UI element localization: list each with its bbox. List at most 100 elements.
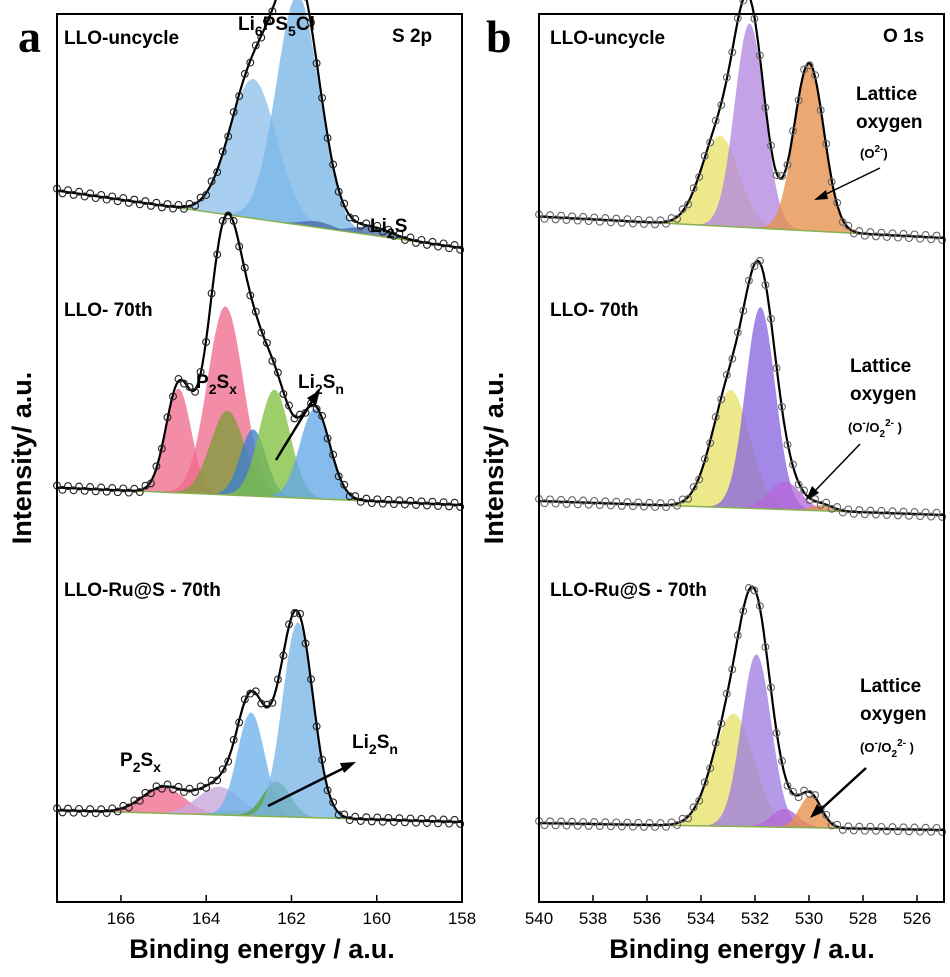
data-point-a-1	[450, 241, 459, 249]
data-point-b-1	[568, 212, 577, 221]
data-point-b-1	[805, 61, 814, 70]
data-point-a-1	[246, 58, 255, 67]
peak-a-1-2	[57, 0, 462, 248]
data-point-a-2	[279, 389, 288, 398]
data-point-b-1	[601, 214, 610, 222]
data-point-b-3	[673, 821, 682, 830]
data-point-a-3	[389, 818, 398, 826]
data-point-b-1	[623, 215, 632, 224]
data-point-b-2	[557, 495, 566, 504]
data-point-a-2	[290, 414, 299, 423]
data-point-a-1	[185, 199, 194, 208]
data-point-b-1	[639, 220, 648, 228]
data-point-a-3	[196, 782, 205, 791]
data-point-a-3	[218, 765, 227, 774]
li2s-label: Li2S	[370, 216, 407, 241]
data-point-a-3	[406, 814, 415, 823]
data-point-a-3	[318, 755, 327, 764]
data-point-b-2	[888, 507, 897, 516]
data-point-a-3	[202, 783, 211, 792]
peak-a-2-5	[57, 389, 462, 505]
lattice-oxygen-3-arrowhead	[810, 804, 824, 818]
data-point-a-1	[345, 213, 354, 222]
data-point-a-2	[240, 263, 249, 272]
data-point-b-2	[584, 500, 593, 509]
data-point-b-3	[822, 810, 831, 819]
data-point-b-3	[579, 817, 588, 826]
data-point-a-2	[124, 488, 133, 497]
data-point-a-1	[163, 200, 172, 209]
data-point-b-1	[557, 211, 566, 220]
panel-a-region-label: S 2p	[392, 26, 432, 47]
data-point-b-3	[656, 819, 665, 827]
data-point-a-2	[86, 483, 95, 491]
data-point-a-3	[378, 817, 387, 826]
data-point-b-1	[816, 106, 825, 115]
data-point-b-2	[778, 402, 786, 411]
data-point-a-2	[169, 392, 177, 401]
data-point-a-3	[445, 819, 454, 828]
lattice-oxygen-1-line2: oxygen	[856, 112, 923, 133]
data-point-b-3	[761, 643, 770, 651]
data-point-a-1	[340, 199, 349, 208]
data-point-b-1	[932, 231, 941, 240]
data-point-b-3	[595, 822, 604, 831]
lattice-oxygen-1-line1: Lattice	[856, 84, 917, 105]
data-point-b-2	[678, 495, 687, 504]
data-point-b-1	[684, 200, 693, 209]
data-point-a-3	[268, 698, 277, 707]
data-point-b-1	[905, 234, 913, 243]
data-point-b-3	[662, 822, 670, 831]
data-point-a-1	[169, 204, 177, 213]
data-point-b-2	[568, 496, 577, 505]
data-point-b-2	[877, 506, 886, 515]
data-point-b-2	[927, 512, 936, 521]
data-point-b-1	[833, 198, 842, 207]
data-point-b-2	[595, 501, 604, 510]
data-point-b-1	[706, 138, 715, 147]
data-point-b-1	[595, 217, 604, 226]
li2sn-arrowhead-middle	[307, 390, 320, 406]
fit-envelope-b-2	[538, 259, 945, 517]
data-point-a-2	[268, 356, 277, 365]
data-point-a-3	[279, 651, 288, 660]
data-point-a-2	[428, 497, 437, 506]
data-point-a-1	[312, 59, 321, 68]
data-point-b-2	[728, 354, 737, 363]
data-point-b-2	[744, 276, 753, 285]
data-point-b-1	[579, 212, 588, 221]
data-point-b-2	[651, 503, 659, 511]
data-point-a-2	[434, 502, 443, 510]
data-point-a-1	[218, 147, 227, 156]
lattice-oxygen-2-line1: Lattice	[850, 356, 911, 377]
data-point-b-2	[811, 495, 820, 504]
data-point-a-3	[384, 813, 393, 822]
data-point-b-3	[877, 822, 886, 831]
lattice-oxygen-3-species: (O-/O22- )	[860, 738, 914, 760]
panel-a-plot	[53, 0, 465, 828]
data-point-b-2	[905, 511, 913, 520]
data-point-a-1	[329, 160, 338, 169]
data-point-b-1	[789, 126, 797, 135]
data-point-a-1	[229, 108, 238, 117]
data-point-a-2	[340, 480, 349, 489]
data-point-a-2	[130, 484, 139, 493]
data-point-b-2	[932, 508, 941, 517]
data-point-b-3	[684, 814, 693, 823]
data-point-b-1	[689, 184, 698, 193]
data-point-b-3	[557, 817, 566, 826]
data-point-b-2	[590, 496, 599, 505]
data-point-b-3	[916, 827, 925, 836]
data-point-b-2	[695, 475, 704, 484]
data-point-b-2	[722, 370, 731, 379]
data-point-b-3	[645, 819, 654, 827]
data-point-b-1	[722, 73, 731, 82]
data-point-b-2	[910, 508, 919, 516]
data-point-b-3	[562, 821, 571, 830]
data-point-a-3	[224, 757, 233, 766]
data-point-b-3	[910, 823, 919, 832]
data-point-a-1	[174, 200, 183, 209]
data-point-a-3	[285, 620, 293, 629]
data-point-a-3	[340, 810, 349, 819]
data-point-b-3	[921, 823, 930, 832]
